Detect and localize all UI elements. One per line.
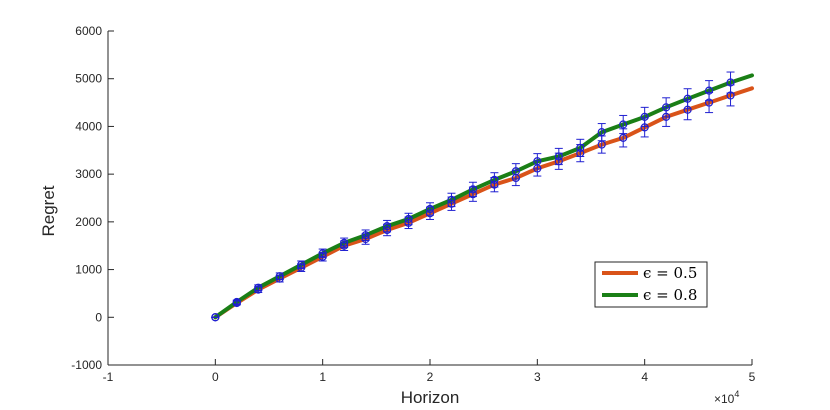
- data-point-marker: [297, 260, 306, 269]
- data-point-marker: [404, 214, 413, 224]
- data-point-marker: [619, 133, 628, 142]
- y-tick-label: -1000: [71, 358, 102, 372]
- data-point-marker: [447, 195, 456, 205]
- data-point-marker: [275, 272, 284, 281]
- x-tick-label: 3: [534, 370, 541, 384]
- data-point-marker: [211, 313, 220, 322]
- y-tick-label: 4000: [75, 119, 102, 133]
- data-point-marker: [340, 238, 349, 247]
- error-bar-eps-0-8: [254, 283, 263, 292]
- x-tick-label: -1: [103, 370, 114, 384]
- data-point-marker: [254, 283, 263, 292]
- data-point-marker: [554, 152, 563, 161]
- y-tick-label: 5000: [75, 72, 102, 86]
- y-tick-label: 0: [95, 310, 102, 324]
- data-point-marker: [318, 249, 327, 258]
- error-bar-eps-0-8: [511, 163, 520, 180]
- x-tick-label: 1: [319, 370, 326, 384]
- legend-label-eps-0-8: ϵ = 0.8: [643, 286, 697, 304]
- data-point-marker: [468, 185, 478, 194]
- error-bar-eps-0-8: [447, 192, 456, 208]
- error-bars: [211, 71, 735, 322]
- error-bar-eps-0-8: [211, 313, 220, 322]
- y-tick-label: 1000: [75, 263, 102, 277]
- data-point-marker: [662, 103, 671, 112]
- x-tick-label: 5: [749, 370, 756, 384]
- data-point-marker: [511, 167, 520, 176]
- data-point-marker: [361, 231, 370, 240]
- error-bar-eps-0-8: [425, 202, 435, 216]
- y-tick-label: 3000: [75, 167, 102, 181]
- error-bar-eps-0-8: [490, 172, 499, 188]
- legend-box: [594, 261, 708, 308]
- data-point-marker: [576, 143, 585, 152]
- data-point-marker: [382, 222, 392, 231]
- error-bar-eps-0-8: [704, 80, 714, 102]
- error-bar-eps-0-8: [662, 97, 671, 118]
- error-bar-eps-0-8: [340, 237, 349, 249]
- error-bar-eps-0-8: [382, 219, 392, 233]
- x-axis-ticks: -1 0 1 2 3 4 5: [103, 359, 756, 384]
- y-axis-ticks: -1000 0 1000 2000 3000 4000 5000 6000: [71, 24, 114, 372]
- data-point-marker: [597, 128, 606, 137]
- error-bar-eps-0-8: [232, 297, 241, 307]
- error-bar-eps-0-8: [683, 88, 692, 110]
- error-bar-eps-0-8: [318, 248, 327, 259]
- error-bar-eps-0-8: [468, 181, 478, 198]
- legend-label-eps-0-5: ϵ = 0.5: [643, 264, 697, 282]
- y-axis-label: Regret: [39, 185, 58, 236]
- data-point-marker: [683, 94, 692, 103]
- data-point-marker: [726, 78, 735, 87]
- error-bar-eps-0-8: [619, 114, 628, 135]
- x-axis-multiplier: ×104: [714, 389, 739, 406]
- error-bar-eps-0-8: [404, 212, 413, 226]
- x-axis-label: Horizon: [401, 388, 460, 407]
- legend: ϵ = 0.5 ϵ = 0.8: [594, 261, 708, 308]
- error-bar-eps-0-8: [726, 71, 735, 94]
- error-bar-eps-0-8: [361, 229, 370, 241]
- error-bar-eps-0-8: [554, 147, 563, 166]
- x-tick-label: 2: [427, 370, 434, 384]
- data-point-marker: [425, 204, 435, 214]
- error-bar-eps-0-8: [297, 260, 306, 270]
- data-point-marker: [490, 175, 499, 184]
- data-point-marker: [640, 112, 649, 121]
- error-bar-eps-0-8: [597, 123, 606, 142]
- error-bar-eps-0-8: [640, 106, 649, 127]
- y-tick-label: 2000: [75, 215, 102, 229]
- data-point-marker: [533, 157, 542, 166]
- error-bar-eps-0-8: [533, 153, 542, 170]
- error-bar-eps-0-8: [576, 138, 585, 157]
- x-axis-multiplier-base: ×10: [714, 392, 735, 406]
- data-point-marker: [619, 120, 628, 129]
- x-tick-label: 0: [212, 370, 219, 384]
- y-tick-label: 6000: [75, 24, 102, 38]
- data-point-marker: [232, 297, 241, 307]
- data-point-marker: [704, 86, 714, 95]
- x-tick-label: 4: [641, 370, 648, 384]
- error-bar-eps-0-8: [275, 272, 284, 281]
- axes: [107, 31, 752, 366]
- x-axis-multiplier-exponent: 4: [734, 389, 739, 399]
